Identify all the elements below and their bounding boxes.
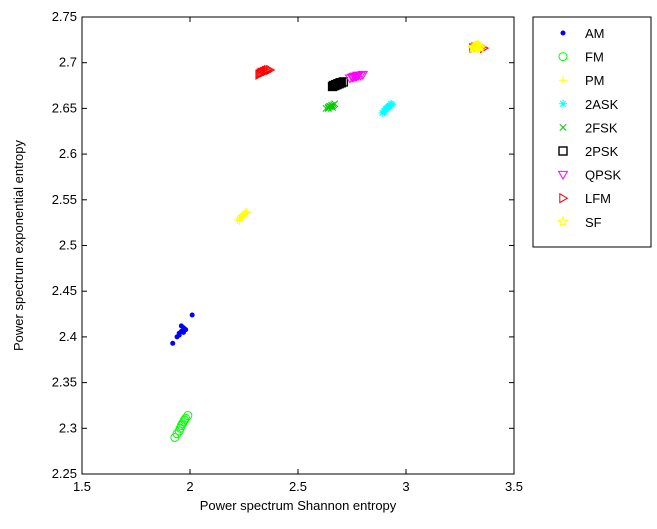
legend-marker-pm <box>559 76 567 85</box>
y-tick-label: 2.25 <box>52 466 77 481</box>
data-point-2psk <box>338 77 349 87</box>
data-point-2fsk <box>329 103 337 112</box>
data-point-pm <box>237 211 246 220</box>
y-tick-label: 2.45 <box>52 283 77 298</box>
x-tick-label: 2.5 <box>289 479 307 494</box>
legend-label-qpsk: QPSK <box>585 168 621 183</box>
y-tick-label: 2.65 <box>52 100 77 115</box>
legend-marker-qpsk <box>557 170 569 180</box>
legend-box <box>532 16 652 248</box>
legend-marker-2fsk <box>559 123 567 131</box>
data-point-pm <box>242 207 251 216</box>
data-point-2ask <box>380 108 389 117</box>
data-point-2fsk <box>331 100 339 108</box>
data-point-am <box>170 340 176 346</box>
data-point-fm <box>183 411 193 421</box>
series-qpsk <box>344 70 369 84</box>
data-point-am <box>189 312 195 318</box>
legend-label-lfm: LFM <box>585 191 611 206</box>
x-tick-label: 1.5 <box>73 479 91 494</box>
axes: 1.5 2 2.5 3 3.5 2.25 2.3 2.35 2.4 2.45 2.5 2.55 2.6 2… <box>52 9 523 494</box>
data-point-2ask <box>385 101 394 110</box>
data-point-pm <box>235 216 244 225</box>
y-tick-label: 2.4 <box>59 329 77 344</box>
y-tick-label: 2.55 <box>52 192 77 207</box>
data-point-pm <box>241 209 250 218</box>
legend-marker-am <box>560 30 566 36</box>
legend-marker-fm <box>558 52 568 62</box>
legend-label-fm: FM <box>585 50 604 65</box>
legend-label-pm: PM <box>585 73 605 88</box>
legend-label-sf: SF <box>585 215 602 230</box>
x-tick-label: 2 <box>186 479 193 494</box>
y-tick-label: 2.75 <box>52 9 77 24</box>
data-point-am <box>178 323 184 329</box>
data-point-2psk <box>336 78 346 88</box>
x-axis-label: Power spectrum Shannon entropy <box>200 498 397 513</box>
data-point-lfm <box>266 64 276 76</box>
series-fm <box>170 411 193 442</box>
y-tick-label: 2.35 <box>52 375 77 390</box>
data-point-sf <box>469 41 482 54</box>
legend-label-2fsk: 2FSK <box>585 120 618 135</box>
y-tick-label: 2.7 <box>59 55 77 70</box>
data-point-am <box>176 332 182 338</box>
legend: AM FM PM 2ASK 2FSK 2PSK QPSK LFM SF <box>532 16 652 248</box>
x-tick-label: 3.5 <box>505 479 523 494</box>
series-2psk <box>327 77 349 92</box>
legend-marker-2ask <box>559 99 567 108</box>
data-point-qpsk <box>357 70 369 80</box>
series-2fsk <box>322 100 339 112</box>
x-tick-label: 3 <box>402 479 409 494</box>
series-sf <box>467 39 487 54</box>
y-tick-label: 2.3 <box>59 420 77 435</box>
legend-marker-sf <box>557 215 569 227</box>
data-point-am <box>181 329 187 335</box>
y-axis-label: Power spectrum exponential entropy <box>11 140 26 352</box>
data-point-2fsk <box>322 104 330 112</box>
series-pm <box>233 207 252 225</box>
series-am <box>170 312 195 346</box>
data-point-2ask <box>387 100 396 109</box>
series-2ask <box>378 99 396 117</box>
y-tick-label: 2.5 <box>59 238 77 253</box>
data-point-pm <box>243 208 252 217</box>
legend-marker-lfm <box>559 192 569 204</box>
series-lfm <box>255 40 490 80</box>
data-point-fm <box>181 413 191 423</box>
legend-label-2ask: 2ASK <box>585 97 619 112</box>
data-point-lfm <box>264 64 274 76</box>
legend-label-am: AM <box>585 26 605 41</box>
axes-box <box>81 16 515 475</box>
legend-label-2psk: 2PSK <box>585 144 619 159</box>
legend-marker-2psk <box>558 146 568 156</box>
y-tick-label: 2.6 <box>59 146 77 161</box>
data-point-sf <box>471 39 484 51</box>
data-point-qpsk <box>355 71 366 81</box>
plot-area <box>170 39 490 442</box>
data-point-qpsk <box>344 74 356 84</box>
data-point-fm <box>180 415 190 425</box>
data-point-fm <box>172 429 182 439</box>
data-point-2fsk <box>324 104 332 112</box>
